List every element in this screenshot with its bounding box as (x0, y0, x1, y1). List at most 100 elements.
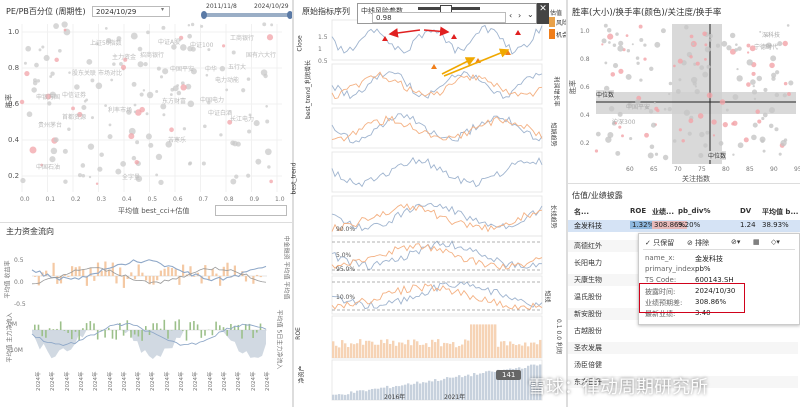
series-bar[interactable] (344, 343, 347, 358)
keep-only-button[interactable]: ✓ 只保留 (645, 239, 675, 247)
scatter-point[interactable] (247, 129, 252, 134)
scatter-point[interactable] (137, 61, 144, 68)
series-bar[interactable] (386, 339, 389, 358)
scatter-point[interactable] (681, 139, 685, 143)
series-line[interactable] (331, 71, 543, 100)
flow-bar[interactable] (37, 324, 40, 330)
scatter-point[interactable] (47, 101, 52, 106)
series-bar[interactable] (470, 324, 473, 358)
scatter-point[interactable] (618, 125, 622, 129)
series-bar[interactable] (479, 324, 482, 358)
series-bar[interactable] (488, 370, 491, 400)
scatter-point[interactable] (190, 22, 195, 27)
flow-bar[interactable] (256, 274, 259, 276)
scatter-point[interactable] (246, 77, 251, 81)
flow-bar[interactable] (163, 319, 166, 330)
series-bar[interactable] (536, 365, 539, 400)
scatter-point[interactable] (115, 168, 122, 175)
series-bar[interactable] (437, 380, 440, 400)
series-bar[interactable] (515, 345, 518, 358)
scatter-point[interactable] (90, 78, 95, 83)
scatter-point[interactable] (660, 28, 666, 34)
series-bar[interactable] (533, 364, 536, 400)
flow-bar[interactable] (67, 330, 69, 333)
scatter-point[interactable] (95, 182, 99, 186)
flow-bar[interactable] (34, 276, 37, 277)
scatter-point[interactable] (697, 113, 704, 119)
scatter-point[interactable] (694, 88, 700, 95)
flow-bar[interactable] (141, 272, 144, 276)
flow-bar[interactable] (152, 323, 154, 330)
flow-bar[interactable] (126, 276, 129, 279)
scatter-point[interactable] (668, 81, 673, 86)
scatter-point[interactable] (759, 30, 762, 33)
series-bar[interactable] (512, 368, 515, 400)
series-bar[interactable] (530, 342, 533, 358)
scatter-point[interactable] (636, 61, 640, 65)
scatter-point[interactable] (704, 43, 708, 47)
flow-bar[interactable] (56, 276, 59, 284)
scatter-point[interactable] (49, 156, 56, 163)
scatter-point[interactable] (264, 148, 272, 156)
scatter-point[interactable] (146, 30, 150, 35)
column-header[interactable]: 名... (574, 208, 589, 216)
scatter-point[interactable] (155, 173, 159, 177)
scatter-point[interactable] (50, 71, 55, 76)
scatter-point[interactable] (99, 152, 104, 157)
series-bar[interactable] (446, 377, 449, 400)
scatter-point[interactable] (29, 146, 37, 154)
scatter-point[interactable] (746, 51, 750, 54)
series-bar[interactable] (434, 379, 437, 400)
scatter-point[interactable] (108, 123, 112, 127)
series-bar[interactable] (536, 344, 539, 358)
scatter-point[interactable] (629, 104, 632, 107)
series-bar[interactable] (401, 342, 404, 358)
scatter-point[interactable] (761, 116, 765, 121)
scatter-point[interactable] (788, 80, 794, 86)
scatter-point[interactable] (667, 107, 672, 112)
flow-bar[interactable] (174, 321, 177, 330)
scatter-point[interactable] (673, 64, 676, 68)
scatter-point[interactable] (746, 43, 751, 48)
scatter-point[interactable] (684, 24, 689, 30)
series-bar[interactable] (476, 374, 479, 400)
scatter-point[interactable] (675, 89, 681, 94)
scatter-point[interactable] (595, 131, 601, 137)
scatter-point[interactable] (95, 42, 99, 46)
scatter-point[interactable] (203, 124, 207, 129)
series-bar[interactable] (371, 388, 374, 400)
scatter-point[interactable] (222, 44, 226, 48)
scatter-point[interactable] (691, 76, 698, 84)
flow-bar[interactable] (93, 323, 95, 330)
scatter-point[interactable] (77, 111, 83, 118)
scatter-point[interactable] (36, 79, 41, 83)
flow-bar[interactable] (167, 330, 169, 339)
flow-bar[interactable] (233, 326, 236, 330)
flow-bar[interactable] (93, 276, 96, 281)
series-bar[interactable] (464, 375, 467, 400)
flow-bar[interactable] (222, 266, 225, 276)
flow-bar[interactable] (200, 330, 203, 338)
scatter-point[interactable] (708, 38, 712, 42)
scatter-point[interactable] (266, 34, 274, 41)
series-bar[interactable] (473, 324, 476, 358)
scatter-point[interactable] (647, 152, 654, 159)
flow-bar[interactable] (219, 276, 222, 286)
scatter-point[interactable] (777, 41, 783, 47)
scatter-point[interactable] (678, 78, 682, 82)
series-bar[interactable] (503, 369, 506, 400)
scatter-point[interactable] (155, 89, 159, 93)
scatter-point[interactable] (269, 179, 273, 184)
series-bar[interactable] (392, 340, 395, 358)
scatter-point[interactable] (601, 38, 607, 44)
scatter-point[interactable] (721, 40, 728, 47)
series-bar[interactable] (347, 394, 350, 400)
scatter-point[interactable] (693, 62, 697, 66)
scatter-point[interactable] (20, 177, 26, 184)
series-bar[interactable] (407, 383, 410, 400)
scatter-point[interactable] (654, 41, 661, 48)
flow-bar[interactable] (108, 327, 110, 330)
flow-bar[interactable] (196, 324, 199, 330)
scatter-point[interactable] (643, 57, 647, 61)
flow-bar[interactable] (141, 330, 143, 341)
